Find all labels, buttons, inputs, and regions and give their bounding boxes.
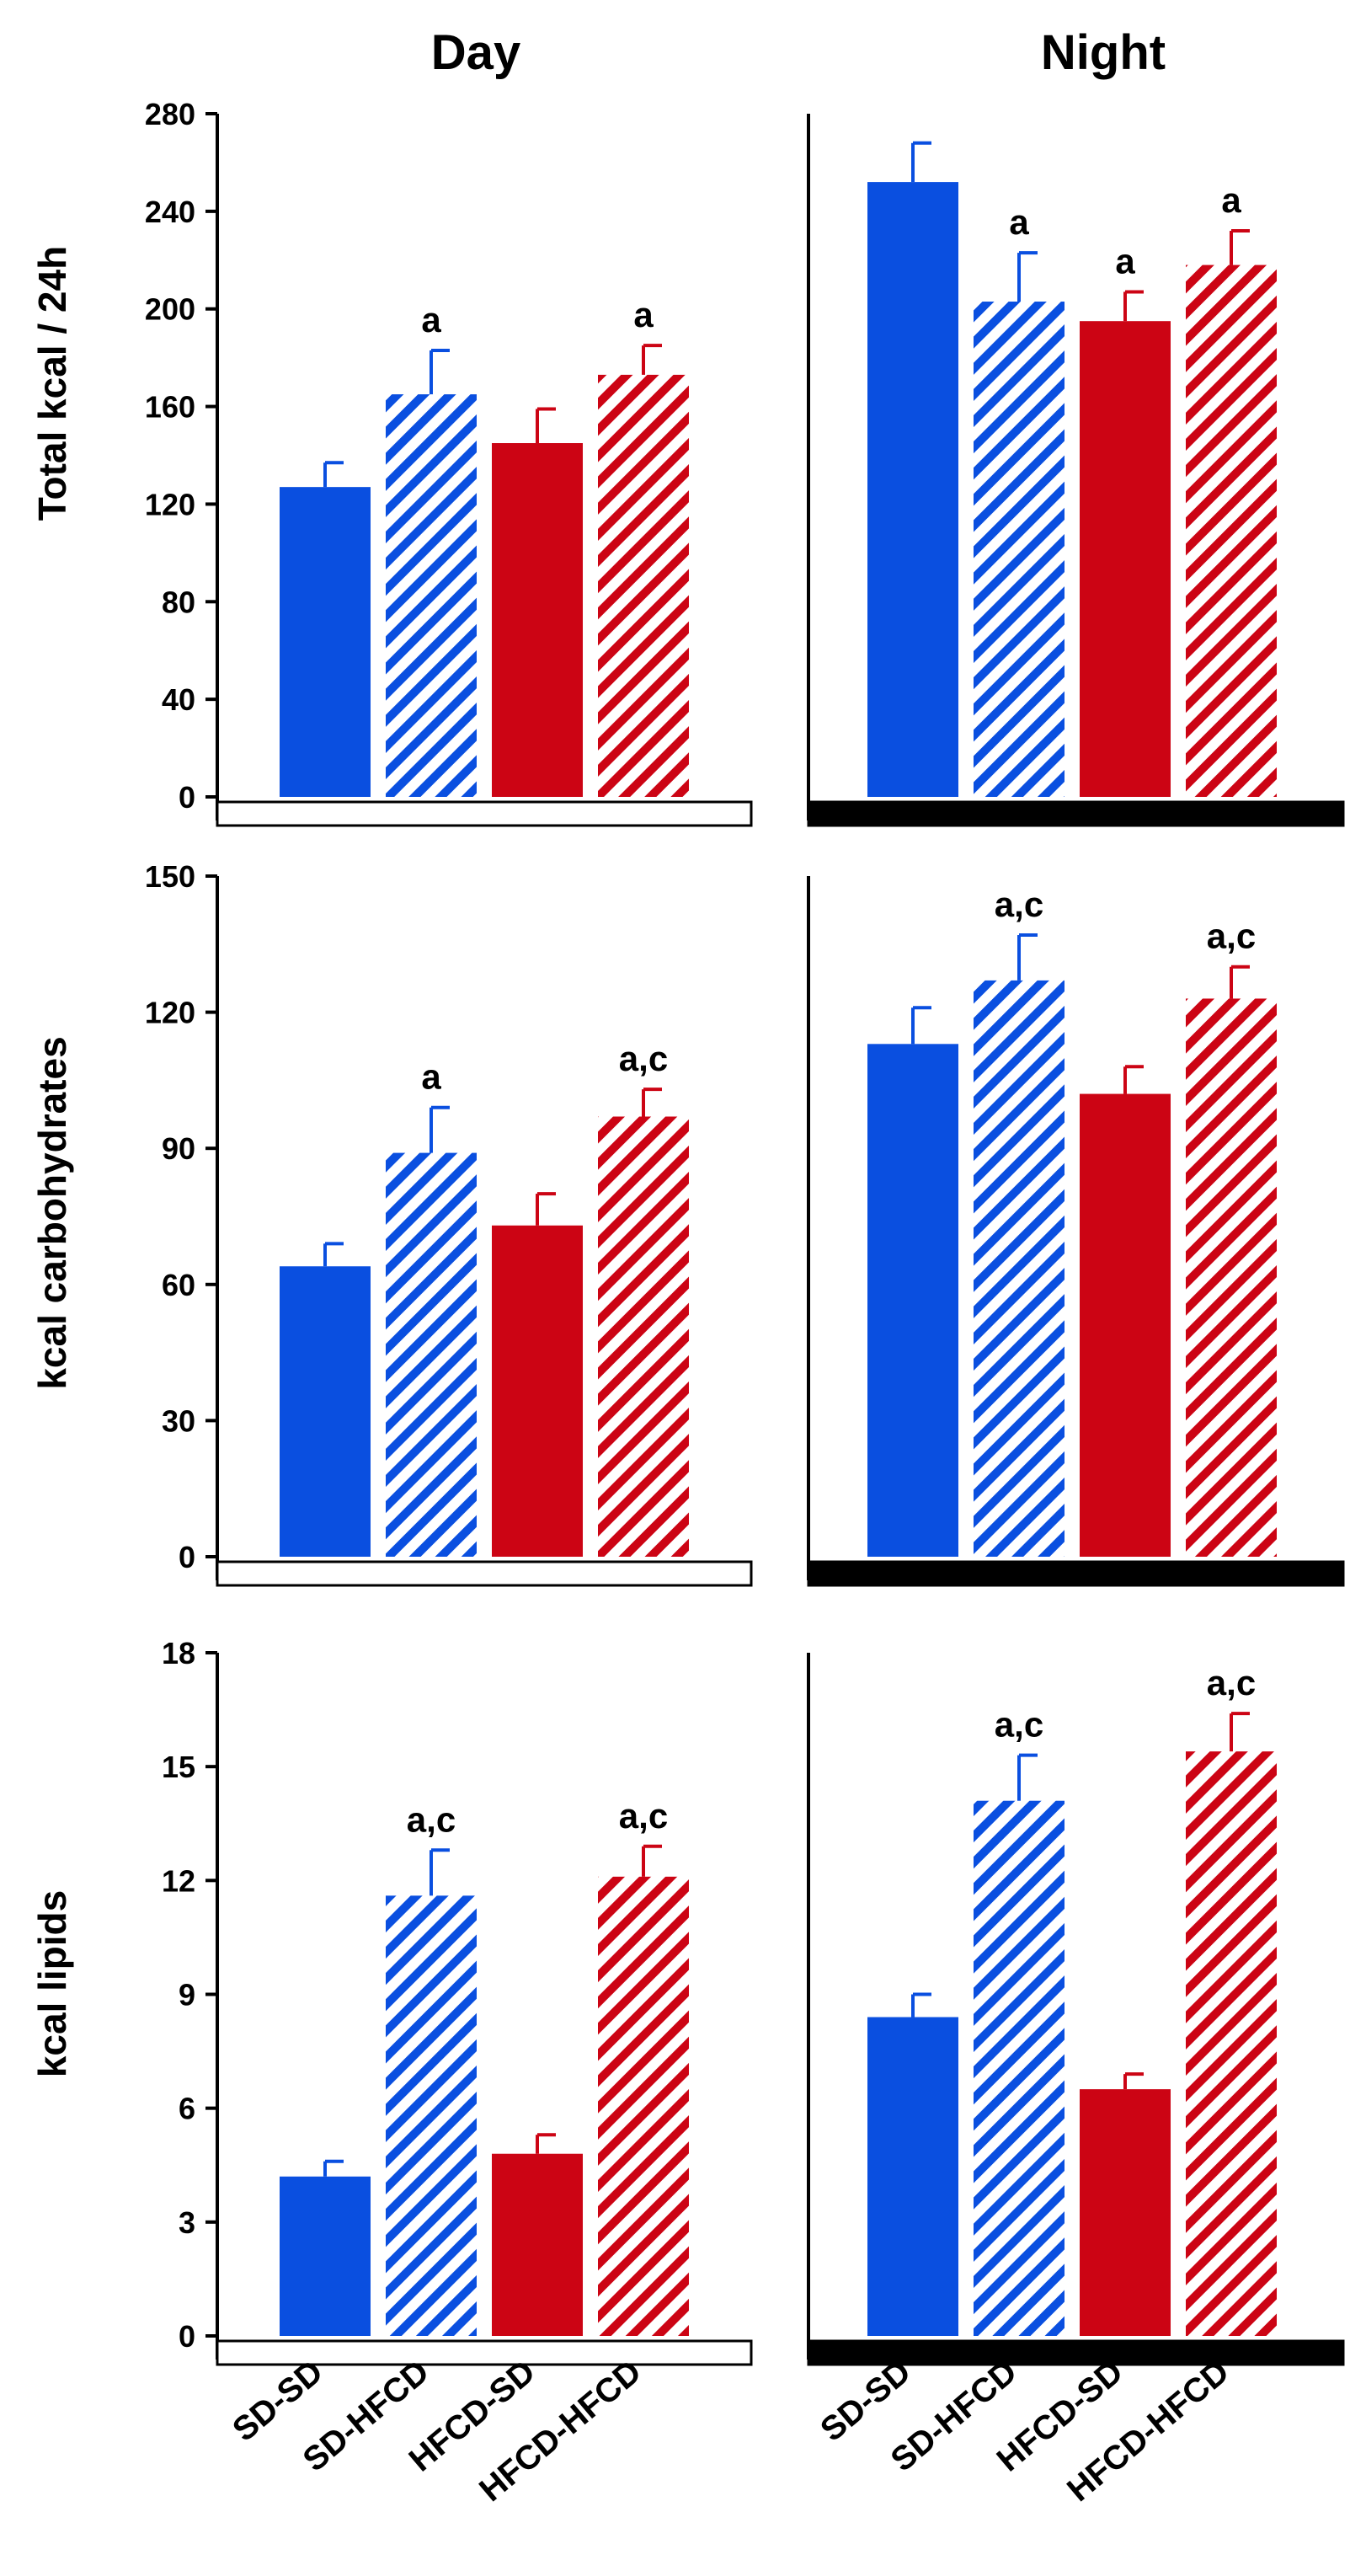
y-tick-label: 160	[145, 390, 195, 425]
significance-label: a,c	[1207, 917, 1256, 956]
significance-label: a,c	[619, 1039, 668, 1078]
y-tick-label: 150	[145, 859, 195, 894]
x-category-labels-night: SD-SD SD-HFCD HFCD-SD HFCD-HFCD	[814, 2353, 1236, 2509]
significance-label: a,c	[407, 1799, 456, 1839]
y-tick-label: 15	[162, 1750, 195, 1784]
y-tick-label: 80	[162, 585, 195, 619]
bar-sd-hfcd	[974, 980, 1065, 1557]
y-tick-label: 9	[179, 1978, 195, 2012]
y-tick-label: 0	[179, 2319, 195, 2354]
y-tick-label: 280	[145, 97, 195, 131]
panel-day-lipids: 0 3 6 9 12 15 18 a,c a,c	[162, 1636, 753, 2366]
panel-day-total-kcal: 0 40 80 120 160 200 240 280 a a	[145, 97, 753, 827]
day-period-bar	[216, 2339, 753, 2366]
night-period-bar	[807, 1560, 1345, 1587]
significance-label: a,c	[995, 884, 1043, 924]
panel-night-carbohydrates: a,c a,c	[807, 876, 1345, 1587]
y-tick-label: 6	[179, 2092, 195, 2126]
bar-hfcd-sd	[1080, 1093, 1171, 1557]
bar-hfcd-hfcd	[598, 1116, 689, 1557]
bar-sd-hfcd	[974, 302, 1065, 797]
ylabel-total-kcal: Total kcal / 24h	[30, 246, 74, 521]
x-category-labels-day: SD-SD SD-HFCD HFCD-SD HFCD-HFCD	[226, 2353, 648, 2509]
y-tick-label: 60	[162, 1268, 195, 1302]
bar-sd-sd	[280, 1266, 371, 1557]
bar-hfcd-hfcd	[1186, 265, 1277, 797]
column-title-night: Night	[1041, 25, 1166, 80]
y-tick-label: 30	[162, 1403, 195, 1438]
significance-label: a	[421, 1057, 441, 1097]
y-tick-label: 0	[179, 1540, 195, 1574]
y-tick-label: 0	[179, 780, 195, 815]
y-tick-label: 120	[145, 996, 195, 1030]
night-period-bar	[807, 2339, 1345, 2366]
day-period-bar	[216, 1560, 753, 1587]
y-tick-label: 90	[162, 1131, 195, 1166]
significance-label: a,c	[1207, 1663, 1256, 1702]
ylabel-kcal-lipids: kcal lipids	[30, 1890, 74, 2077]
significance-label: a	[1221, 180, 1241, 220]
bar-hfcd-hfcd	[1186, 998, 1277, 1557]
night-period-bar	[807, 800, 1345, 827]
day-period-bar	[216, 800, 753, 827]
bar-sd-hfcd	[974, 1800, 1065, 2336]
significance-label: a	[421, 300, 441, 339]
bar-hfcd-sd	[492, 2153, 583, 2336]
panel-night-total-kcal: a a a	[807, 114, 1345, 827]
ylabel-kcal-carbohydrates: kcal carbohydrates	[30, 1036, 74, 1389]
bar-hfcd-hfcd	[598, 374, 689, 797]
bar-hfcd-sd	[492, 1225, 583, 1557]
y-tick-label: 18	[162, 1636, 195, 1670]
bar-sd-sd	[867, 2017, 958, 2336]
y-tick-label: 3	[179, 2205, 195, 2240]
y-tick-label: 200	[145, 292, 195, 327]
significance-label: a,c	[995, 1705, 1043, 1745]
bar-hfcd-sd	[1080, 321, 1171, 798]
y-tick-label: 12	[162, 1863, 195, 1898]
bar-sd-sd	[280, 487, 371, 797]
significance-label: a	[633, 295, 654, 334]
significance-label: a,c	[619, 1796, 668, 1836]
panel-night-lipids: a,c a,c	[807, 1653, 1345, 2366]
panel-day-carbohydrates: 0 30 60 90 120 150 a a,c	[145, 859, 753, 1587]
bar-sd-sd	[867, 182, 958, 798]
bar-sd-hfcd	[386, 1152, 477, 1557]
y-tick-label: 240	[145, 195, 195, 229]
column-title-day: Day	[431, 25, 520, 80]
significance-label: a	[1115, 241, 1135, 281]
bar-hfcd-sd	[492, 443, 583, 797]
y-tick-label: 40	[162, 682, 195, 717]
bar-sd-hfcd	[386, 1895, 477, 2336]
bar-hfcd-hfcd	[598, 1876, 689, 2336]
y-tick-label: 120	[145, 487, 195, 521]
bar-hfcd-sd	[1080, 2089, 1171, 2336]
bar-hfcd-hfcd	[1186, 1751, 1277, 2336]
bar-sd-sd	[867, 1044, 958, 1557]
bar-sd-sd	[280, 2176, 371, 2336]
bar-sd-hfcd	[386, 394, 477, 797]
significance-label: a	[1009, 202, 1029, 242]
